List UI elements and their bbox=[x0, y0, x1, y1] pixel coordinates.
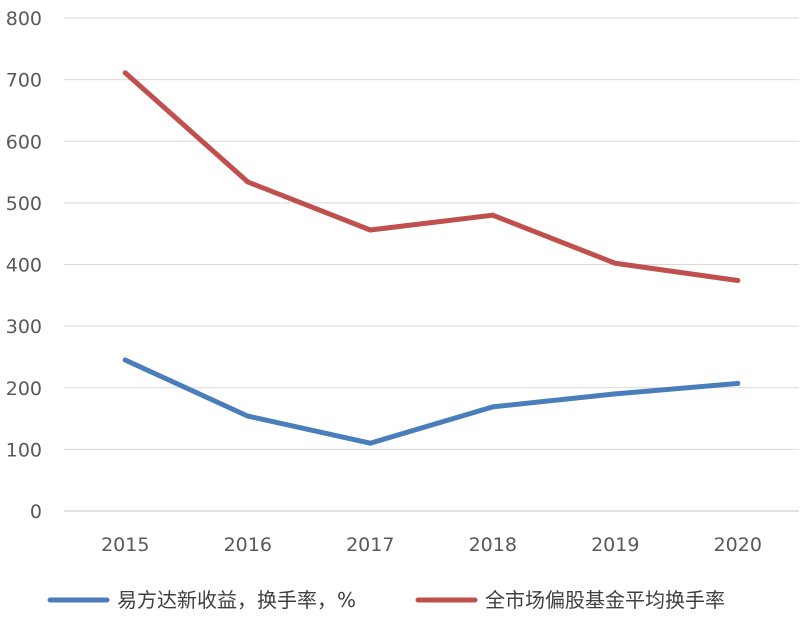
x-tick-label: 2015 bbox=[101, 534, 149, 556]
x-tick-label: 2018 bbox=[469, 534, 517, 556]
legend: 易方达新收益，换手率，% 全市场偏股基金平均换手率 bbox=[47, 588, 725, 612]
y-tick-label: 100 bbox=[6, 439, 42, 461]
legend-label-1: 全市场偏股基金平均换手率 bbox=[485, 588, 725, 612]
y-tick-label: 500 bbox=[6, 193, 42, 215]
y-tick-label: 300 bbox=[6, 316, 42, 338]
y-tick-label: 200 bbox=[6, 378, 42, 400]
data-point bbox=[612, 260, 618, 266]
y-tick-label: 700 bbox=[6, 70, 42, 92]
data-point bbox=[122, 357, 128, 363]
legend-label-0: 易方达新收益，换手率，% bbox=[117, 588, 356, 612]
data-point bbox=[735, 380, 741, 386]
data-point bbox=[245, 179, 251, 185]
x-tick-label: 2016 bbox=[224, 534, 272, 556]
data-point bbox=[245, 413, 251, 419]
x-tick-label: 2019 bbox=[591, 534, 639, 556]
data-point bbox=[367, 227, 373, 233]
y-tick-label: 800 bbox=[6, 8, 42, 30]
data-point bbox=[367, 440, 373, 446]
data-point bbox=[612, 391, 618, 397]
x-tick-label: 2020 bbox=[714, 534, 762, 556]
y-tick-label: 0 bbox=[30, 501, 42, 523]
y-tick-label: 400 bbox=[6, 255, 42, 277]
x-tick-label: 2017 bbox=[346, 534, 394, 556]
y-axis-tick-labels: 0 100 200 300 400 500 600 700 800 bbox=[6, 8, 42, 523]
series-line-1 bbox=[122, 70, 741, 284]
data-point bbox=[490, 404, 496, 410]
data-point bbox=[490, 212, 496, 218]
x-axis-tick-labels: 2015 2016 2017 2018 2019 2020 bbox=[101, 534, 762, 556]
y-tick-label: 600 bbox=[6, 131, 42, 153]
data-point bbox=[735, 278, 741, 284]
series-lines bbox=[122, 70, 741, 446]
data-point bbox=[122, 70, 128, 76]
series-line-0 bbox=[122, 357, 741, 446]
